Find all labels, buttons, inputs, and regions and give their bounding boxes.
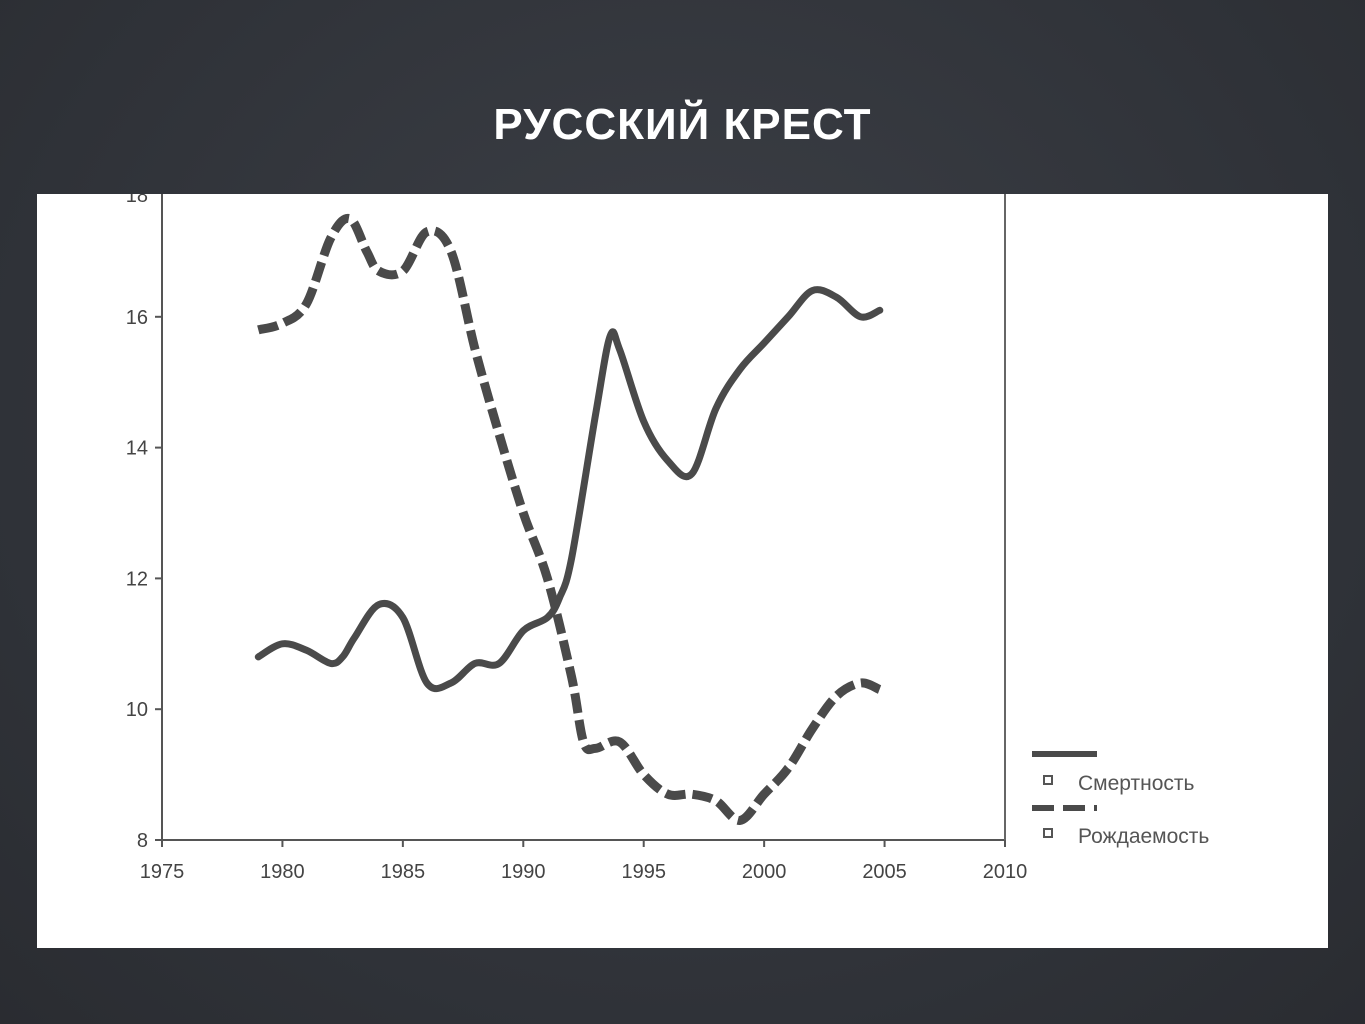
series-group (254, 213, 884, 825)
legend-marker (1043, 775, 1053, 785)
y-tick-label: 8 (137, 830, 148, 852)
legend-label: Рождаемость (1078, 825, 1209, 848)
x-tick-label: 2000 (742, 861, 787, 883)
y-tick-label: 16 (126, 307, 148, 329)
y-tick-label: 10 (126, 699, 148, 721)
series-line-mortality (254, 286, 884, 693)
legend: Смертность Рождаемость (1032, 751, 1209, 848)
axes: 8 10 12 14 16 18 1975 1980 1985 1990 1995 2000 2005 2… (126, 194, 1028, 883)
x-tick-label: 1985 (381, 861, 426, 883)
x-tick-label: 2010 (983, 861, 1028, 883)
x-tick-label: 2005 (862, 861, 907, 883)
slide-title: РУССКИЙ КРЕСТ (493, 100, 872, 149)
series-line-birth-rate (257, 213, 882, 825)
line-chart: 8 10 12 14 16 18 1975 1980 1985 1990 1995 2000 2005 2… (126, 194, 1209, 883)
x-tick-label: 1980 (260, 861, 305, 883)
legend-label: Смертность (1078, 772, 1195, 795)
legend-marker (1043, 828, 1053, 838)
y-tick-label-top: 18 (126, 194, 148, 207)
y-tick-label: 14 (126, 438, 148, 460)
x-tick-label: 1995 (621, 861, 666, 883)
x-tick-label: 1990 (501, 861, 546, 883)
chart-panel: 8 10 12 14 16 18 1975 1980 1985 1990 1995 2000 2005 2… (37, 194, 1328, 948)
x-tick-label: 1975 (140, 861, 185, 883)
y-tick-label: 12 (126, 568, 148, 590)
